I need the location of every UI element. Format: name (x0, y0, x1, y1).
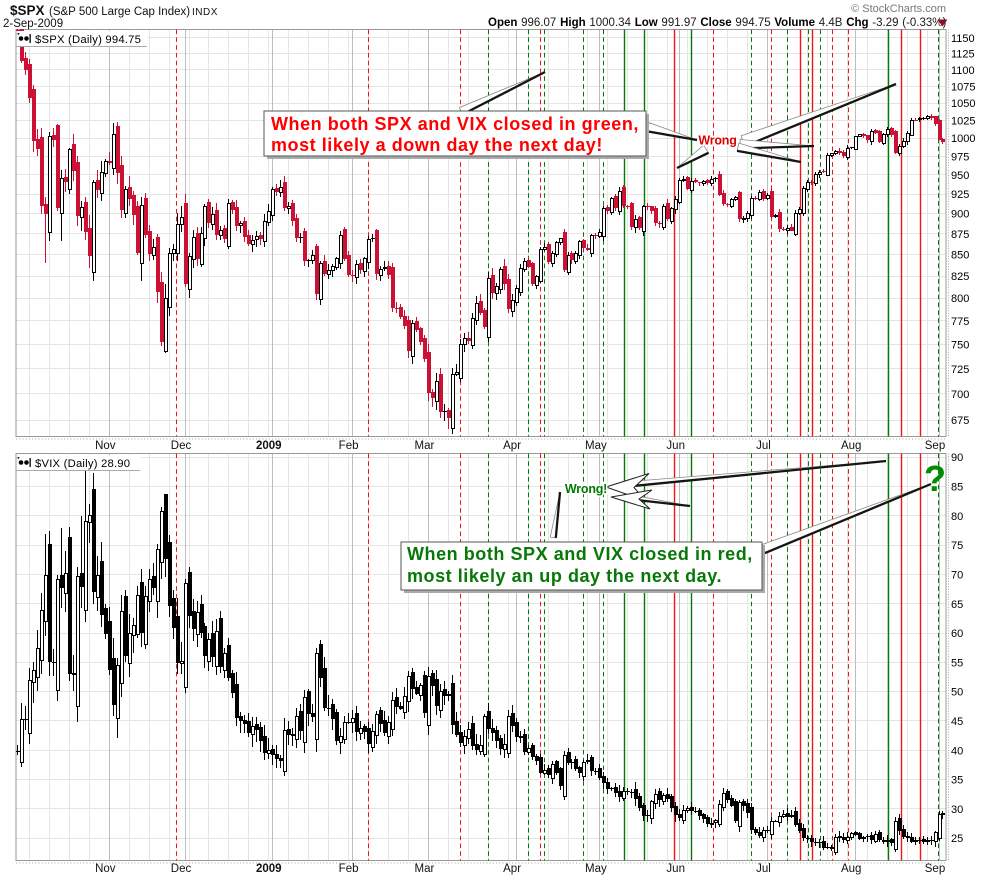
svg-text:35: 35 (951, 775, 963, 787)
svg-text:40: 40 (951, 745, 963, 757)
svg-text:1075: 1075 (951, 81, 975, 93)
svg-text:1100: 1100 (951, 65, 975, 77)
svg-text:1000: 1000 (951, 133, 975, 145)
svg-text:900: 900 (951, 209, 969, 221)
svg-text:725: 725 (951, 364, 969, 376)
svg-text:When both SPX and VIX closed i: When both SPX and VIX closed in green, (271, 114, 639, 134)
svg-text:45: 45 (951, 716, 963, 728)
svg-text:$SPX (Daily) 994.75: $SPX (Daily) 994.75 (35, 34, 141, 46)
svg-text:950: 950 (951, 170, 969, 182)
svg-text:Sep: Sep (925, 440, 945, 452)
svg-text:Jun: Jun (666, 863, 685, 875)
svg-text:925: 925 (951, 189, 969, 201)
svg-text:most likely an up day the next: most likely an up day the next day. (407, 566, 722, 586)
svg-text:Sep: Sep (925, 863, 945, 875)
svg-text:Nov: Nov (95, 863, 116, 875)
svg-text:$VIX (Daily) 28.90: $VIX (Daily) 28.90 (35, 458, 130, 470)
svg-text:75: 75 (951, 540, 963, 552)
svg-text:55: 55 (951, 657, 963, 669)
svg-text:Apr: Apr (503, 440, 521, 452)
svg-text:800: 800 (951, 293, 969, 305)
svg-text:70: 70 (951, 569, 963, 581)
svg-text:80: 80 (951, 511, 963, 523)
svg-text:Jul: Jul (756, 440, 771, 452)
svg-text:Dec: Dec (171, 863, 192, 875)
svg-text:85: 85 (951, 482, 963, 494)
svg-text:May: May (585, 440, 607, 452)
svg-text:775: 775 (951, 316, 969, 328)
svg-text:Aug: Aug (841, 863, 861, 875)
svg-text:Jun: Jun (666, 440, 685, 452)
svg-text:1150: 1150 (951, 33, 975, 45)
svg-text:65: 65 (951, 599, 963, 611)
svg-text:875: 875 (951, 229, 969, 241)
svg-text:2009: 2009 (256, 863, 282, 875)
svg-text:May: May (585, 863, 607, 875)
svg-text:© StockCharts.com: © StockCharts.com (851, 3, 946, 15)
svg-text:Dec: Dec (171, 440, 192, 452)
svg-text:Aug: Aug (841, 440, 861, 452)
svg-text:700: 700 (951, 389, 969, 401)
svg-text:Mar: Mar (414, 440, 434, 452)
svg-text:Nov: Nov (95, 440, 116, 452)
svg-text:60: 60 (951, 628, 963, 640)
svg-text:most likely a down day the nex: most likely a down day the next day! (271, 135, 603, 155)
svg-text:INDX: INDX (192, 7, 218, 18)
svg-text:1125: 1125 (951, 49, 975, 61)
svg-text:50: 50 (951, 687, 963, 699)
svg-text:25: 25 (951, 833, 963, 845)
svg-text:750: 750 (951, 340, 969, 352)
svg-text:1050: 1050 (951, 98, 975, 110)
svg-text:Wrong!: Wrong! (565, 482, 607, 496)
svg-text:(S&P 500 Large Cap Index): (S&P 500 Large Cap Index) (49, 6, 190, 18)
svg-text:Jul: Jul (756, 863, 771, 875)
svg-text:30: 30 (951, 804, 963, 816)
svg-text:Feb: Feb (339, 440, 359, 452)
svg-text:When both SPX and VIX closed i: When both SPX and VIX closed in red, (407, 544, 753, 564)
svg-text:675: 675 (951, 415, 969, 427)
svg-text:90: 90 (951, 452, 963, 464)
svg-text:Feb: Feb (339, 863, 359, 875)
svg-text:Apr: Apr (503, 863, 521, 875)
svg-text:2009: 2009 (256, 440, 282, 452)
svg-text:825: 825 (951, 271, 969, 283)
svg-text:?: ? (924, 458, 946, 499)
svg-text:850: 850 (951, 250, 969, 262)
svg-text:Wrong: Wrong (698, 134, 736, 148)
svg-text:975: 975 (951, 151, 969, 163)
svg-text:2-Sep-2009: 2-Sep-2009 (3, 18, 63, 30)
svg-text:1025: 1025 (951, 116, 975, 128)
svg-text:$SPX: $SPX (10, 3, 45, 18)
svg-text:Mar: Mar (414, 863, 434, 875)
svg-text:Open 996.07 High 1000.34 Low 9: Open 996.07 High 1000.34 Low 991.97 Clos… (488, 17, 947, 29)
